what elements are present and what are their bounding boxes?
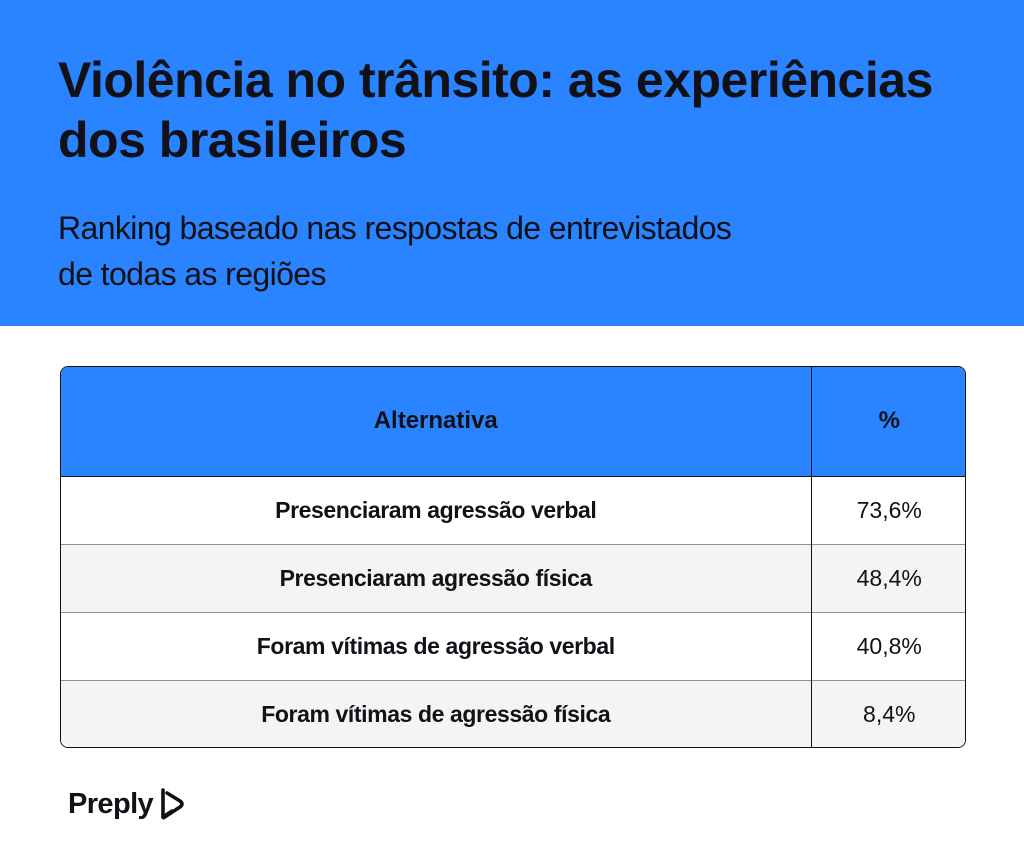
brand-logo: Preply <box>68 784 187 824</box>
page-subtitle: Ranking baseado nas respostas de entrevi… <box>58 210 732 292</box>
header-banner: Violência no trânsito: as experiências d… <box>0 0 1024 326</box>
preply-logo-icon <box>161 788 184 820</box>
row-label: Presenciaram agressão verbal <box>275 496 597 523</box>
table-row: Foram vítimas de agressão verbal 40,8% <box>61 611 965 680</box>
results-table: Alternativa % Presenciaram agressão verb… <box>60 366 966 748</box>
column-header-alternativa: Alternativa <box>61 367 811 477</box>
column-header-percent: % <box>810 367 965 477</box>
row-label: Foram vítimas de agressão física <box>61 679 811 747</box>
row-value: 8,4% <box>810 679 965 747</box>
table-row: Foram vítimas de agressão física 8,4% <box>61 679 965 747</box>
brand-name: Preply <box>68 787 154 820</box>
table-header-row: Alternativa % <box>61 367 965 477</box>
page-title: Violência no trânsito: as experiências d… <box>58 52 933 168</box>
row-value: 40,8% <box>810 611 965 680</box>
row-label: Foram vítimas de agressão verbal <box>61 611 811 680</box>
row-label: Presenciaram agressão física <box>61 543 811 612</box>
row-value: 48,4% <box>810 543 965 612</box>
table-row: Presenciaram agressão verbal 73,6% <box>61 476 965 544</box>
row-value: 73,6% <box>810 476 965 544</box>
table-row: Presenciaram agressão física 48,4% <box>61 543 965 612</box>
